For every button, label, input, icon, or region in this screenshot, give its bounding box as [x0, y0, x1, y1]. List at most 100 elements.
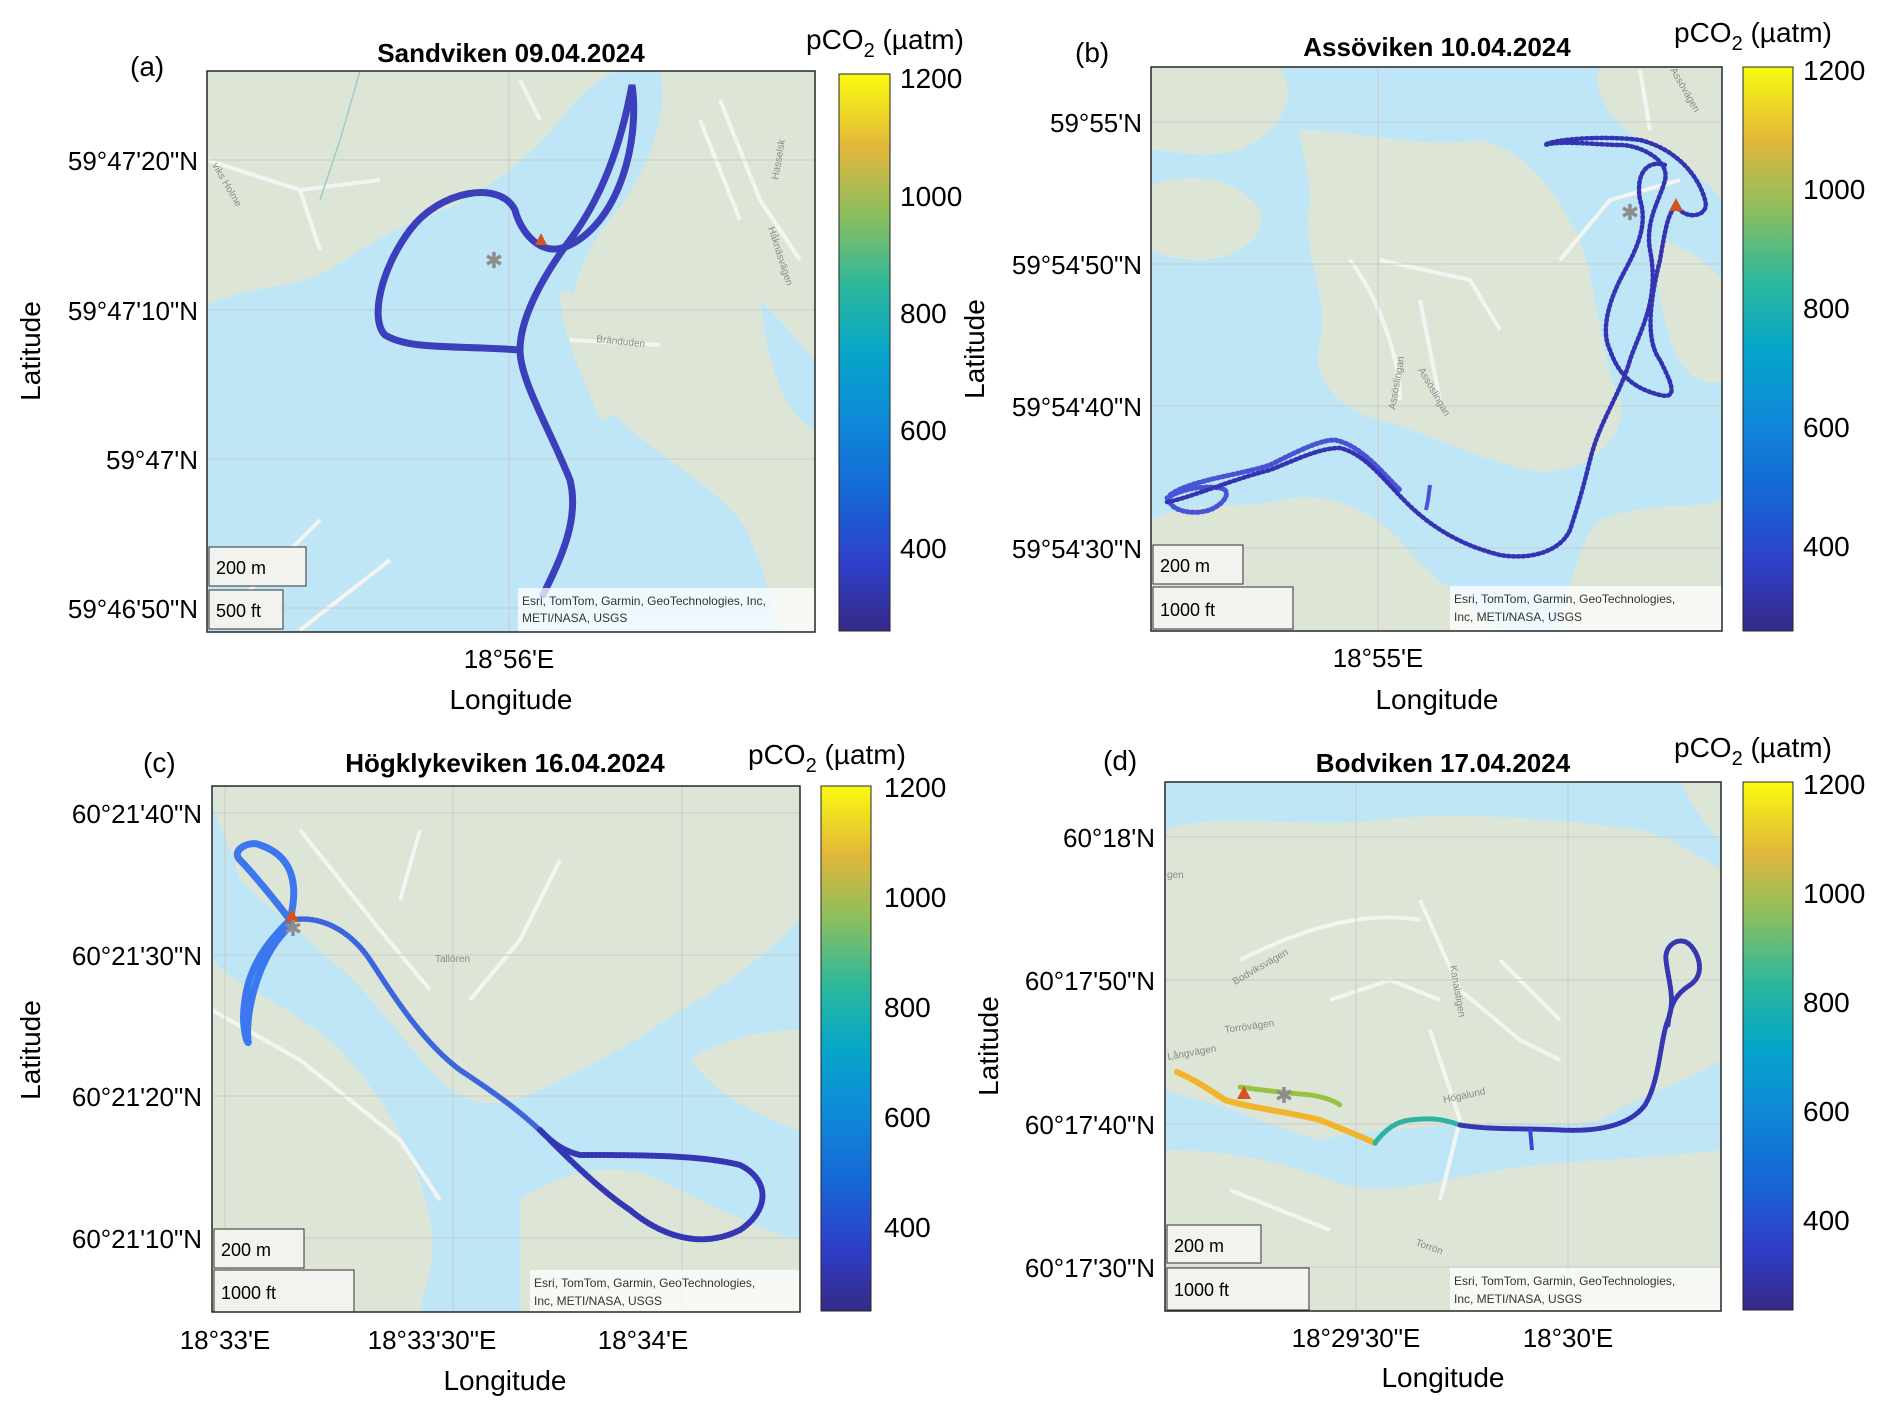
panel-b-roads	[1348, 69, 1681, 401]
panel-c-cb-tick-1: 1200	[884, 772, 946, 803]
panel-a-ytick-4: 59°46'50"N	[68, 594, 198, 624]
panel-d-track-green	[1237, 1084, 1343, 1108]
panel-a-map: Bränduden Håknäsvägen Hasselsk viks Holm…	[207, 71, 815, 632]
panel-a-ytick-2: 59°47'10"N	[68, 296, 198, 326]
panel-a-cb-tick-1: 1200	[900, 63, 962, 94]
panel-b-ylabel: Latitude	[959, 299, 990, 399]
panel-b-land-e	[1655, 240, 1722, 383]
panel-d-frame	[1164, 781, 1722, 1312]
panel-b-cb-tick-2: 1000	[1803, 174, 1865, 205]
panel-b-ytick-4: 59°54'30"N	[1012, 534, 1142, 564]
panel-b-attribution-2: Inc, METI/NASA, USGS	[1454, 610, 1582, 624]
panel-d-cb-tick-3: 800	[1803, 987, 1850, 1018]
panel-c-land-sw	[212, 960, 433, 1312]
panel-b-cb-tick-4: 600	[1803, 412, 1850, 443]
panel-d-map: Bodviksvägen Torrövägen Långvägen Kanals…	[1165, 782, 1721, 1311]
panel-d-scalebar-m	[1166, 1224, 1262, 1264]
panel-d-ytick-3: 60°17'40"N	[1025, 1110, 1155, 1140]
panel-b-land-nw	[1151, 67, 1288, 155]
panel-d-cb-tick-4: 600	[1803, 1096, 1850, 1127]
panel-d-grid	[1165, 782, 1721, 1311]
panel-d-attribution-bg	[1450, 1268, 1721, 1311]
panel-a-cb-tick-5: 400	[900, 533, 947, 564]
panel-b-cb-tick-1: 1200	[1803, 55, 1865, 86]
panel-c-roads	[212, 828, 562, 1202]
panel-c-ylabel: Latitude	[15, 1000, 46, 1100]
panel-c-ytick-2: 60°21'30"N	[72, 941, 202, 971]
panel-d-end-marker: ✱	[1275, 1083, 1293, 1108]
panel-a-cb-tick-3: 800	[900, 298, 947, 329]
panel-d-track-spur	[1528, 1127, 1534, 1151]
panel-b-cb-tick-3: 800	[1803, 293, 1850, 324]
panel-d-xtick-1: 18°29'30"E	[1292, 1323, 1421, 1353]
panel-c-xlabel: Longitude	[443, 1365, 566, 1396]
panel-b-land-ne	[1597, 67, 1722, 200]
panel-c-end-marker: ✱	[284, 916, 302, 941]
panel-b-track-east	[1164, 135, 1708, 559]
panel-b-scale-ft-label: 1000 ft	[1160, 600, 1215, 620]
panel-c-map: Tallören ✱ 200 m 1000 ft Esri, TomTom, G…	[212, 786, 800, 1312]
panel-a-attribution-1: Esri, TomTom, Garmin, GeoTechnologies, I…	[522, 594, 766, 608]
panel-a-cb-tick-4: 600	[900, 415, 947, 446]
panel-c-colorbar: pCO2 (µatm) 1200 1000 800 600 400	[748, 739, 946, 1312]
panel-a-ytick-1: 59°47'20"N	[68, 146, 198, 176]
panel-a-attribution-2: METI/NASA, USGS	[522, 611, 627, 625]
panel-c-attribution-1: Esri, TomTom, Garmin, GeoTechnologies,	[534, 1276, 755, 1290]
panel-c-attribution-bg	[530, 1270, 800, 1312]
panel-d-xlabel: Longitude	[1381, 1362, 1504, 1393]
panel-b-grid	[1151, 67, 1722, 631]
panel-a-grid	[207, 71, 815, 632]
panel-d-cb-tick-1: 1200	[1803, 769, 1865, 800]
panel-c-colorbar-ramp	[820, 785, 872, 1312]
panel-c-track-mid	[289, 916, 553, 1143]
panel-a-attribution-bg	[518, 588, 815, 632]
panel-b-colorbar-label: pCO2 (µatm)	[1674, 17, 1832, 55]
panel-b-scalebar-ft	[1152, 586, 1294, 630]
panel-c-land-north	[212, 786, 800, 1104]
panel-c-scale-ft-label: 1000 ft	[221, 1283, 276, 1303]
panel-a-colorbar-label: pCO2 (µatm)	[806, 24, 964, 62]
panel-b-track-west	[1164, 437, 1403, 515]
panel-d-letter: (d)	[1103, 745, 1137, 776]
panel-a-colorbar: pCO2 (µatm) 1200 1000 800 600 400	[806, 24, 964, 632]
panel-a: Bränduden Håknäsvägen Hasselsk viks Holm…	[15, 24, 964, 715]
panel-c-cb-tick-3: 800	[884, 992, 931, 1023]
panel-a-ylabel: Latitude	[15, 301, 46, 401]
panel-d-scalebar-ft	[1166, 1267, 1310, 1311]
panel-a-water-west	[207, 330, 300, 470]
panel-c-cb-tick-4: 600	[884, 1102, 931, 1133]
panel-a-xlabel: Longitude	[449, 684, 572, 715]
panel-c-ytick-1: 60°21'40"N	[72, 799, 202, 829]
panel-b: Assöslingan Assöslingan Assövägen ✱ 200 …	[959, 17, 1865, 715]
panel-b-attribution-1: Esri, TomTom, Garmin, GeoTechnologies,	[1454, 592, 1675, 606]
panel-d-ytick-2: 60°17'50"N	[1025, 966, 1155, 996]
panel-b-cb-tick-5: 400	[1803, 531, 1850, 562]
panel-d-cb-tick-5: 400	[1803, 1205, 1850, 1236]
panel-a-track	[374, 84, 638, 599]
panel-a-cb-tick-2: 1000	[900, 181, 962, 212]
panel-d-track	[1174, 938, 1702, 1151]
panel-d: Bodviksvägen Torrövägen Långvägen Kanals…	[973, 732, 1865, 1393]
panel-d-track-yellow	[1174, 1069, 1378, 1146]
panel-a-water-east	[760, 300, 815, 430]
panel-a-end-marker: ✱	[485, 248, 503, 273]
panel-a-place-label-1: Bränduden	[596, 334, 646, 350]
panel-c-cb-tick-5: 400	[884, 1212, 931, 1243]
panel-b-land-w	[1151, 178, 1262, 260]
panel-b-ytick-2: 59°54'50"N	[1012, 250, 1142, 280]
panel-a-scalebar-ft	[208, 589, 284, 630]
panel-d-scale-m-label: 200 m	[1174, 1236, 1224, 1256]
panel-c-scale-m-label: 200 m	[221, 1240, 271, 1260]
panel-d-place-label-7: gen	[1167, 870, 1184, 881]
panel-a-start-marker	[535, 233, 547, 245]
panel-d-xtick-2: 18°30'E	[1523, 1323, 1614, 1353]
panel-d-attribution-1: Esri, TomTom, Garmin, GeoTechnologies,	[1454, 1274, 1675, 1288]
panel-b-start-marker	[1669, 198, 1683, 211]
panel-d-attribution-2: Inc, METI/NASA, USGS	[1454, 1292, 1582, 1306]
panel-c-land-east	[690, 1030, 800, 1130]
panel-d-land-main	[1165, 815, 1721, 1140]
panel-a-title: Sandviken 09.04.2024	[377, 38, 645, 68]
panel-b-ytick-1: 59°55'N	[1050, 108, 1142, 138]
panel-d-cb-tick-2: 1000	[1803, 878, 1865, 909]
panel-b-island	[1300, 130, 1622, 472]
